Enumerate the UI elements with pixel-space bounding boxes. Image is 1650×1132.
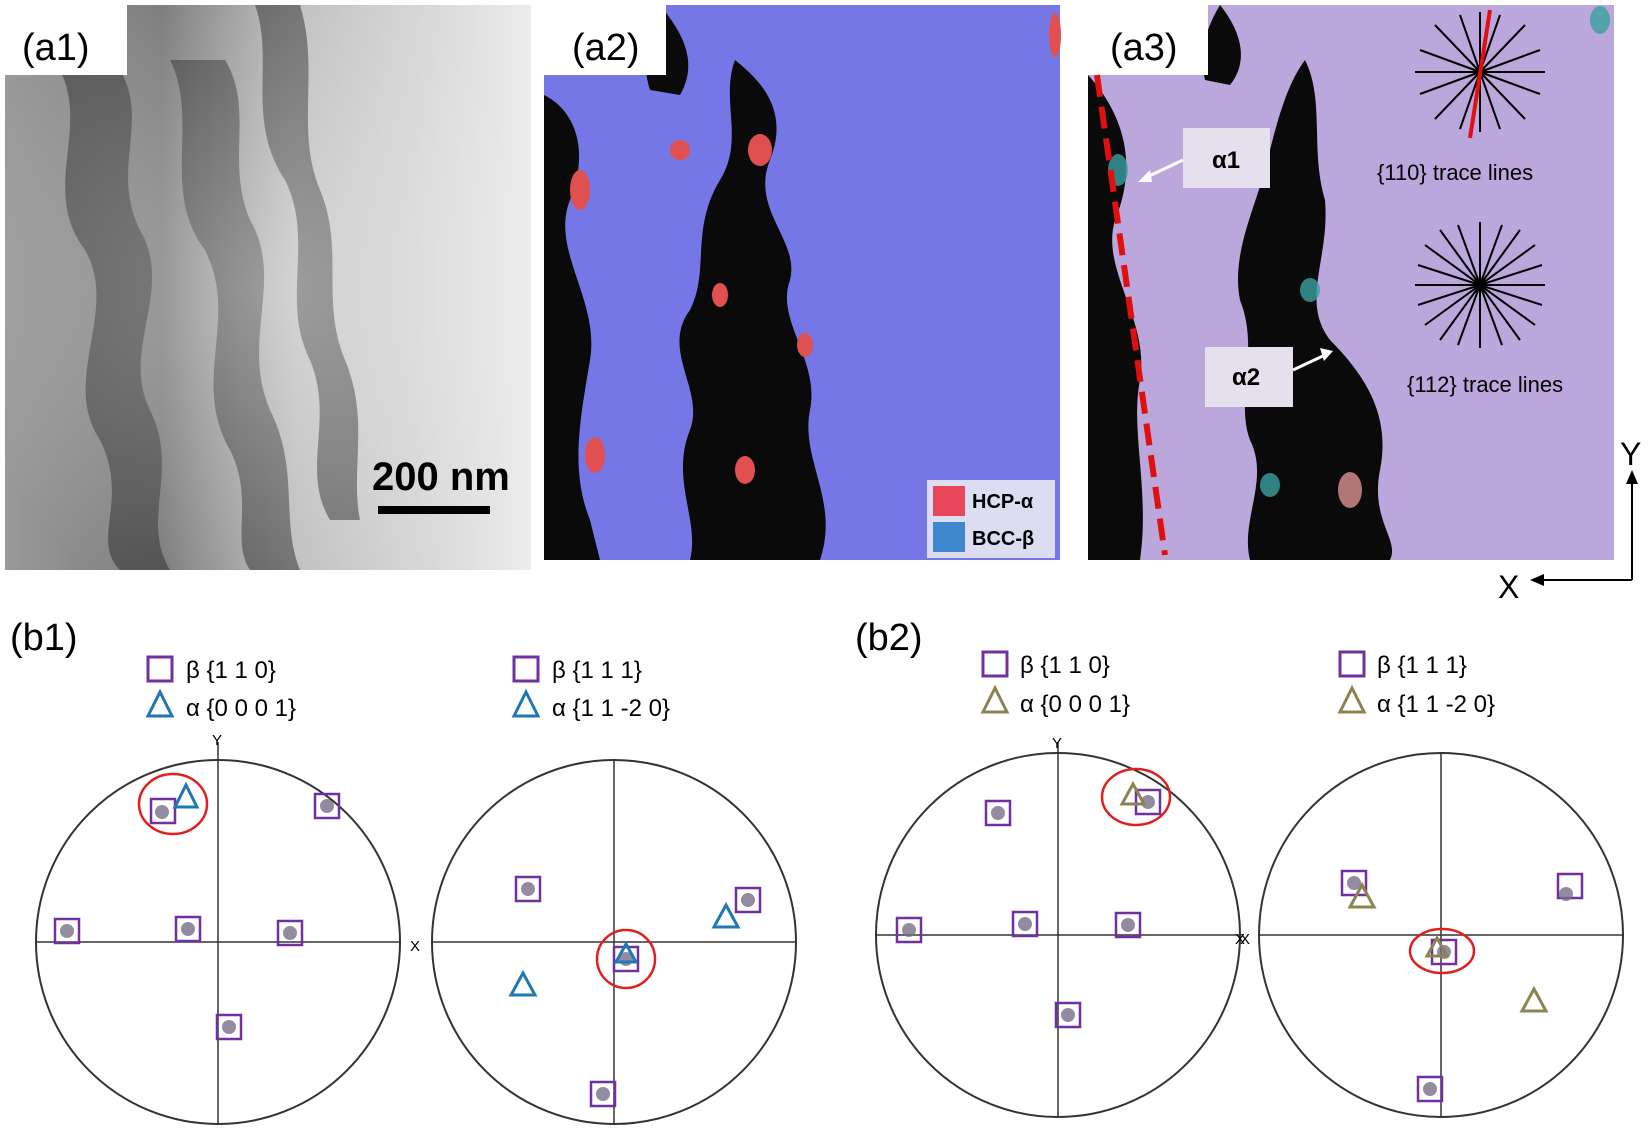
label-a2: (a2) [572, 27, 640, 69]
xy-axes: Y X [1498, 436, 1641, 605]
panel-b2: (b2) β {1 1 0} α {0 0 0 1} β {1 1 1} α {… [855, 617, 1624, 1118]
b2-right-legend-sq: β {1 1 1} [1377, 652, 1467, 679]
bcc-swatch [933, 522, 965, 552]
alpha2-box [1205, 347, 1293, 407]
alpha1-arrow [1144, 158, 1184, 180]
b2-right-pole-x: X [1235, 931, 1245, 948]
alpha2-label: α2 [1232, 364, 1260, 391]
b1-right-legend-sq: β {1 1 1} [552, 657, 642, 684]
axis-y-label: Y [1620, 436, 1641, 472]
panel-a3: (a3) α1 α2 {110} trace lines [1088, 5, 1614, 560]
label-a3: (a3) [1110, 27, 1178, 69]
alpha1-label: α1 [1212, 147, 1240, 174]
label-a1: (a1) [22, 27, 90, 69]
legend-hcp: HCP-α [972, 491, 1034, 513]
b2-right-legend-tri: α {1 1 -2 0} [1377, 691, 1495, 718]
phase-legend: HCP-α BCC-β [927, 480, 1055, 558]
axis-x-label: X [1498, 569, 1519, 605]
scale-bar [378, 506, 490, 514]
label-b1: (b1) [10, 617, 78, 659]
panel-a2: (a2) HCP-α BCC-β [544, 5, 1061, 560]
trace-dashed-line [1094, 74, 1168, 556]
b1-left-pole-x: X [410, 938, 420, 955]
unindexed-regions-a3 [1088, 5, 1393, 560]
b1-left-pole-figure: Y X [35, 732, 420, 1125]
hcp-swatch [933, 486, 965, 516]
b2-right-pole-figure: X [1235, 752, 1624, 1118]
alpha1-box [1183, 128, 1270, 188]
b1-right-legend-tri: α {1 1 -2 0} [552, 695, 670, 722]
alpha2-arrow [1292, 353, 1326, 372]
b1-left-legend-tri: α {0 0 0 1} [186, 695, 296, 722]
b2-left-legend-tri: α {0 0 0 1} [1020, 691, 1130, 718]
trace-110-label: {110} trace lines [1377, 160, 1533, 185]
legend-bcc: BCC-β [972, 528, 1034, 550]
b2-left-pole-x: X [1240, 931, 1250, 948]
b2-left-legend-sq: β {1 1 0} [1020, 652, 1110, 679]
trace-112-label: {112} trace lines [1407, 372, 1563, 397]
trace-112-star [1415, 222, 1545, 348]
panel-b1: (b1) β {1 1 0} α {0 0 0 1} β {1 1 1} α {… [10, 617, 797, 1125]
hcp-alpha-particles [570, 13, 1061, 484]
scale-bar-label: 200 nm [372, 455, 510, 499]
b1-left-legend-sq: β {1 1 0} [186, 657, 276, 684]
b1-right-pole-figure [431, 759, 797, 1125]
b1-left-pole-y: Y [212, 732, 222, 749]
b2-left-pole-y: Y [1052, 735, 1062, 752]
b2-left-pole-figure: Y X [875, 735, 1250, 1118]
label-b2: (b2) [855, 617, 923, 659]
trace-110-red-line [1468, 9, 1492, 139]
panel-a1: (a1) 200 nm [5, 5, 531, 570]
